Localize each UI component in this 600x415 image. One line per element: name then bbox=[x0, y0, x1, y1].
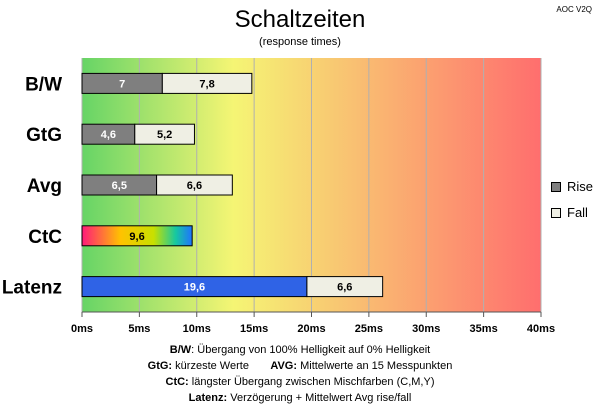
x-tick-label-35: 35ms bbox=[470, 323, 498, 335]
note-latenz: Latenz: Verzögerung + Mittelwert Avg ris… bbox=[188, 392, 412, 404]
category-label-4: Latenz bbox=[2, 278, 62, 299]
legend-swatch-fall bbox=[551, 207, 561, 218]
note-ctc: CtC: längster Übergang zwischen Mischfar… bbox=[165, 376, 435, 388]
x-tick-label-25: 25ms bbox=[355, 323, 383, 335]
model-badge: AOC V2Q bbox=[556, 5, 592, 14]
bar-label-rise-0: 7 bbox=[119, 78, 125, 90]
bar-label-rise-4: 19,6 bbox=[184, 282, 205, 294]
legend-item-rise: Rise bbox=[551, 179, 593, 194]
category-label-1: GtG bbox=[26, 125, 62, 146]
bar-label-rise-1: 4,6 bbox=[101, 129, 116, 141]
note-gtg-avg: GtG: kürzeste Werte AVG: Mittelwerte an … bbox=[147, 360, 453, 372]
bar-label-ctc-3: 9,6 bbox=[129, 231, 144, 243]
bar-label-fall-0: 7,8 bbox=[199, 78, 214, 90]
legend-swatch-rise bbox=[551, 181, 561, 192]
x-tick-label-5: 5ms bbox=[128, 323, 150, 335]
bar-fall-0 bbox=[161, 72, 253, 94]
chart-subtitle: (response times) bbox=[259, 36, 341, 48]
legend-label-rise: Rise bbox=[567, 179, 594, 194]
bar-fall-2 bbox=[156, 174, 233, 196]
bar-ctc-3 bbox=[81, 225, 193, 247]
x-tick-label-15: 15ms bbox=[240, 323, 268, 335]
note-bw: B/W: Übergang von 100% Helligkeit auf 0%… bbox=[169, 344, 431, 356]
category-label-3: CtC bbox=[28, 227, 62, 248]
bar-label-fall-2: 6,6 bbox=[187, 180, 202, 192]
bar-fall-4 bbox=[306, 276, 384, 298]
legend-item-fall: Fall bbox=[551, 205, 588, 220]
chart-notes: B/W: Übergang von 100% Helligkeit auf 0%… bbox=[0, 342, 600, 406]
legend-label-fall: Fall bbox=[567, 205, 588, 220]
x-tick-label-30: 30ms bbox=[412, 323, 440, 335]
x-tick-label-20: 20ms bbox=[297, 323, 325, 335]
x-tick-label-10: 10ms bbox=[183, 323, 211, 335]
bar-label-rise-2: 6,5 bbox=[112, 180, 127, 192]
category-label-0: B/W bbox=[25, 74, 62, 95]
bar-label-fall-1: 5,2 bbox=[157, 129, 172, 141]
bar-label-fall-4: 6,6 bbox=[337, 282, 352, 294]
category-label-2: Avg bbox=[27, 176, 62, 197]
x-tick-label-40: 40ms bbox=[527, 323, 555, 335]
bar-fall-1 bbox=[134, 123, 195, 145]
chart-title: Schaltzeiten bbox=[234, 6, 366, 33]
x-tick-label-0: 0ms bbox=[71, 323, 93, 335]
